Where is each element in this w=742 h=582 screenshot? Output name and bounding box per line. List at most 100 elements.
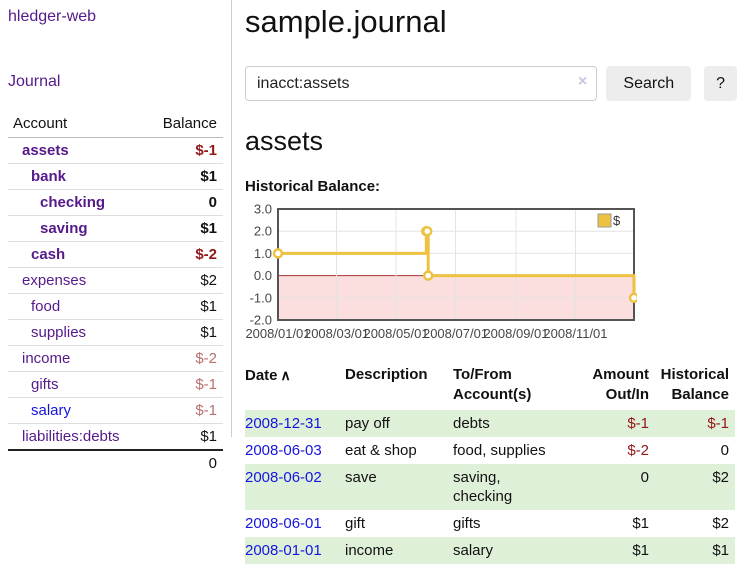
account-row: income $-2	[8, 345, 223, 372]
account-heading: assets	[245, 126, 324, 156]
accounts-cell: food, supplies	[453, 442, 546, 459]
y-tick-label: 3.0	[254, 202, 272, 217]
description-cell: gift	[345, 515, 366, 532]
balance-cell: 0	[720, 442, 729, 459]
account-row: supplies $1	[8, 319, 223, 346]
account-link[interactable]: saving	[40, 220, 88, 237]
account-balance: $2	[145, 267, 223, 294]
legend-label: $	[613, 213, 621, 228]
register-row: 2008-06-02 save saving, checking 0 $2	[245, 464, 735, 510]
sidebar: hledger-web Journal Account Balance asse…	[0, 0, 232, 476]
account-row: salary $-1	[8, 397, 223, 424]
col-header-description: Description	[345, 366, 428, 383]
search-input[interactable]	[245, 66, 598, 101]
balance-cell: $-1	[707, 415, 729, 432]
account-balance: $1	[145, 215, 223, 242]
sidebar-item-journal[interactable]: Journal	[8, 73, 61, 90]
x-tick-label: 2008/11/01	[543, 326, 607, 341]
x-tick-label: 2008/05/01	[363, 326, 428, 341]
accounts-cell: debts	[453, 415, 490, 432]
y-tick-label: 0.0	[254, 268, 272, 283]
data-point-marker	[628, 292, 637, 304]
description-cell: income	[345, 542, 394, 559]
accounts-cell: salary	[453, 542, 494, 559]
app-title-link[interactable]: hledger-web	[8, 8, 97, 25]
accounts-table-body: assets $-1 bank $1 checking 0 saving $1 cash $-2 e…	[8, 138, 223, 476]
help-button[interactable]: ?	[704, 66, 737, 101]
date-link[interactable]: 2008-06-02	[245, 469, 322, 486]
register-row: 2008-12-31 pay off debts $-1 $-1	[245, 410, 735, 437]
account-balance: $-2	[145, 345, 223, 372]
search-button[interactable]: Search	[606, 66, 692, 101]
account-balance: $-2	[145, 241, 223, 268]
accounts-cell: gifts	[453, 515, 481, 532]
register-row: 2008-06-03 eat & shop food, supplies $-2 0	[245, 437, 735, 464]
register-table: Date ∧ Description To/From Account(s) Amo…	[245, 361, 735, 564]
page-title: sample.journal	[245, 4, 447, 39]
col-header-date[interactable]: Date ∧	[245, 361, 345, 410]
account-link[interactable]: food	[31, 298, 61, 315]
data-point-marker	[272, 248, 284, 259]
date-link[interactable]: 2008-06-03	[245, 442, 322, 459]
date-link[interactable]: 2008-12-31	[245, 415, 322, 432]
account-row: assets $-1	[8, 138, 223, 164]
register-header-row: Date ∧ Description To/From Account(s) Amo…	[245, 361, 735, 410]
account-link[interactable]: bank	[31, 168, 67, 185]
col-header-accounts: To/From Account(s)	[453, 366, 532, 403]
y-tick-label: -1.0	[250, 290, 272, 305]
search-box: ×	[245, 66, 598, 101]
accounts-total-row: 0	[8, 449, 223, 476]
accounts-header-account: Account	[8, 112, 146, 138]
register-row: 2008-06-01 gift gifts $1 $2	[245, 510, 735, 537]
y-tick-label: 2.0	[254, 224, 272, 239]
x-tick-label: 2008/09/01	[483, 326, 548, 341]
account-link[interactable]: supplies	[31, 324, 87, 341]
amount-cell: $-2	[627, 442, 649, 459]
account-link[interactable]: checking	[40, 194, 106, 211]
account-link[interactable]: cash	[31, 246, 66, 263]
account-balance: $-1	[145, 397, 223, 424]
account-balance: $-1	[145, 371, 223, 398]
account-link[interactable]: assets	[22, 142, 69, 159]
y-tick-label: 1.0	[254, 246, 272, 261]
date-link[interactable]: 2008-06-01	[245, 515, 322, 532]
account-row: saving $1	[8, 215, 223, 242]
account-row: bank $1	[8, 163, 223, 190]
balance-cell: $2	[712, 469, 729, 486]
account-link[interactable]: expenses	[22, 272, 87, 289]
search-form: × Search ?	[245, 66, 737, 101]
account-balance: $1	[145, 293, 223, 320]
y-tick-label: -2.0	[250, 313, 272, 328]
date-link[interactable]: 2008-01-01	[245, 542, 322, 559]
date-header-label: Date	[245, 367, 278, 384]
account-row: food $1	[8, 293, 223, 320]
account-row: liabilities:debts $1	[8, 423, 223, 450]
description-cell: pay off	[345, 415, 390, 432]
accounts-header-balance: Balance	[145, 112, 223, 138]
balance-chart[interactable]: $3.0 2.0 1.0 0.0 -1.0 -2.02008/01/012008/03/0…	[245, 202, 637, 348]
chart-title: Historical Balance:	[245, 178, 381, 195]
main-content: sample.journal × Search ? assets Histori…	[245, 0, 737, 564]
account-link[interactable]: salary	[31, 402, 72, 419]
x-tick-label: 2008/03/01	[304, 326, 369, 341]
x-tick-label: 2008/07/01	[423, 326, 488, 341]
amount-cell: $1	[632, 542, 649, 559]
data-point-marker	[421, 225, 433, 237]
amount-cell: $1	[632, 515, 649, 532]
account-link[interactable]: liabilities:debts	[22, 428, 120, 445]
plot-border	[277, 208, 635, 321]
account-link[interactable]: income	[22, 350, 71, 367]
account-balance: $1	[145, 163, 223, 190]
register-table-body: 2008-12-31 pay off debts $-1 $-1 2008-06-03 ea…	[245, 410, 735, 564]
accounts-total-balance: 0	[145, 449, 223, 476]
account-row: expenses $2	[8, 267, 223, 294]
account-link[interactable]: gifts	[31, 376, 59, 393]
accounts-table: Account Balance assets $-1 bank $1 checking 0…	[8, 112, 223, 476]
account-balance: $1	[145, 319, 223, 346]
col-header-balance: Historical Balance	[660, 366, 729, 403]
clear-search-icon[interactable]: ×	[578, 73, 588, 90]
account-balance: $-1	[195, 142, 217, 159]
balance-cell: $2	[712, 515, 729, 532]
amount-cell: $-1	[627, 415, 649, 432]
